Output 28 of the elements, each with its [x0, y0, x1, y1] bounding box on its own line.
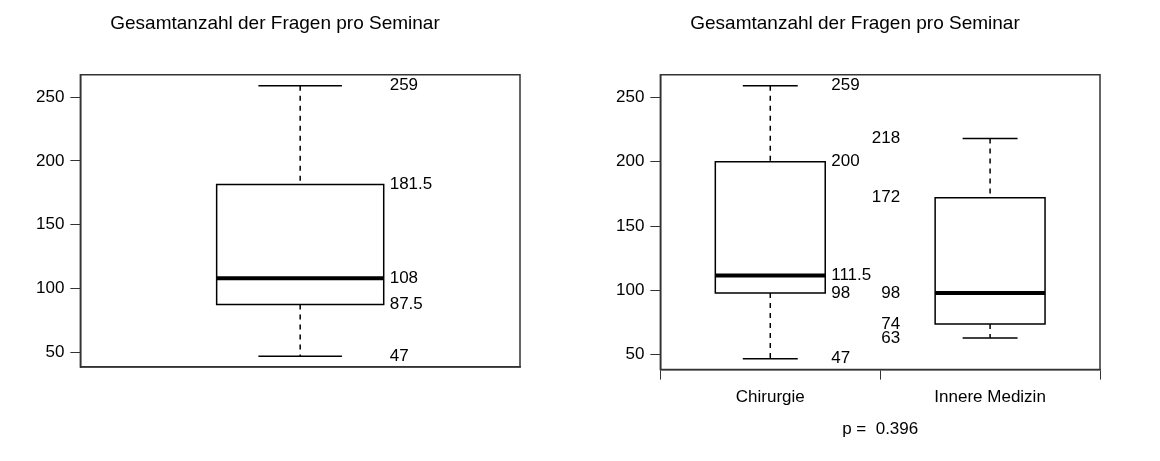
annotation: 98 — [831, 282, 851, 302]
y-tick-label: 50 — [45, 342, 65, 362]
y-tick-label: 50 — [625, 344, 645, 364]
annotation: 47 — [389, 345, 409, 365]
annotation: 259 — [389, 75, 419, 95]
chart-title: Gesamtanzahl der Fragen pro Seminar — [690, 11, 1021, 33]
y-tick-label: 100 — [35, 278, 65, 298]
x-tick-label: Innere Medizin — [934, 387, 1046, 407]
annotation: 218 — [871, 128, 901, 148]
annotation: 87.5 — [389, 294, 423, 314]
annotation: 181.5 — [389, 174, 433, 194]
y-tick-label: 200 — [35, 150, 65, 170]
text: p = 0.396 — [842, 419, 919, 439]
y-tick-label: 100 — [615, 280, 645, 300]
chart-title: Gesamtanzahl der Fragen pro Seminar — [110, 11, 441, 33]
annotation: 259 — [831, 75, 860, 95]
y-tick-label: 200 — [615, 151, 645, 171]
y-tick-label: 250 — [35, 86, 65, 106]
y-tick-label: 150 — [615, 215, 645, 235]
annotation: 172 — [871, 187, 901, 207]
y-tick-label: 150 — [35, 214, 65, 234]
annotation: 98 — [881, 282, 901, 302]
annotation: 111.5 — [831, 265, 872, 285]
annotation: 47 — [831, 348, 851, 368]
annotation: 108 — [389, 268, 419, 288]
x-tick-label: Chirurgie — [735, 387, 805, 407]
y-tick-label: 250 — [615, 87, 645, 107]
annotation: 200 — [831, 151, 860, 171]
